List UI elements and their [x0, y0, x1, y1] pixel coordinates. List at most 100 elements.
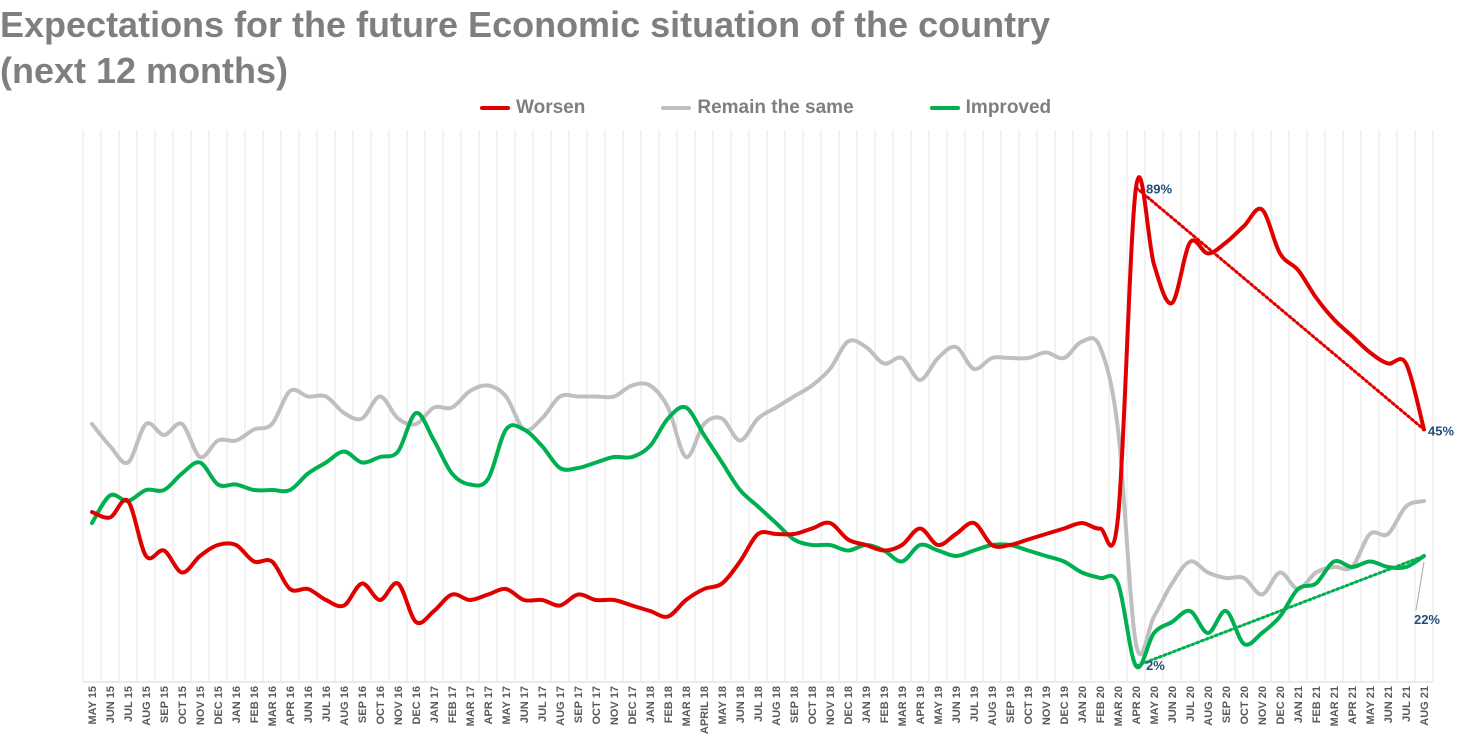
data-point-improved [180, 472, 184, 476]
legend-swatch-remain-the-same [661, 106, 692, 110]
trendline-worsen [1134, 186, 1426, 431]
data-point-worsen [540, 598, 544, 602]
data-point-worsen [936, 543, 940, 547]
x-tick-label: SEP 20 [1221, 686, 1233, 723]
x-tick-label: MAR 19 [897, 686, 909, 726]
data-point-worsen [288, 587, 292, 591]
x-tick-label: DEC 16 [411, 686, 423, 725]
data-point-remain-the-same [612, 395, 616, 399]
data-point-remain-the-same [306, 395, 310, 399]
x-tick-label: JUN 16 [303, 686, 315, 723]
data-point-improved [198, 461, 202, 465]
data-point-worsen [1044, 532, 1048, 536]
data-point-remain-the-same [414, 422, 418, 426]
x-tick-label: APR 21 [1347, 686, 1359, 725]
data-point-improved [918, 543, 922, 547]
x-tick-label: MAY 18 [717, 686, 729, 725]
data-point-remain-the-same [1422, 499, 1426, 503]
data-point-improved [378, 455, 382, 459]
data-point-remain-the-same [1098, 345, 1102, 349]
x-tick-label: APR 16 [285, 686, 297, 725]
chart-title: Expectations for the future Economic sit… [0, 2, 1200, 94]
data-point-improved [630, 455, 634, 459]
data-point-remain-the-same [900, 356, 904, 360]
data-point-remain-the-same [486, 384, 490, 388]
data-point-worsen [558, 604, 562, 608]
x-tick-label: MAR 17 [465, 686, 477, 726]
data-point-remain-the-same [396, 417, 400, 421]
data-point-improved [1080, 571, 1084, 575]
data-point-remain-the-same [468, 389, 472, 393]
data-point-improved [306, 472, 310, 476]
data-point-worsen [666, 615, 670, 619]
data-point-worsen [126, 499, 130, 503]
data-point-remain-the-same [324, 395, 328, 399]
data-point-remain-the-same [558, 395, 562, 399]
data-point-improved [792, 538, 796, 542]
x-tick-label: OCT 18 [807, 686, 819, 725]
x-tick-label: AUG 20 [1203, 686, 1215, 726]
trendline-improved [1134, 554, 1426, 668]
data-point-worsen [306, 587, 310, 591]
data-point-remain-the-same [144, 422, 148, 426]
data-point-worsen [1062, 527, 1066, 531]
data-point-improved [972, 549, 976, 553]
data-point-worsen [1026, 538, 1030, 542]
data-point-remain-the-same [1404, 505, 1408, 509]
data-point-worsen [684, 598, 688, 602]
data-point-improved [648, 444, 652, 448]
x-tick-label: NOV 19 [1041, 686, 1053, 725]
x-tick-label: OCT 19 [1023, 686, 1035, 725]
data-point-improved [558, 466, 562, 470]
data-point-remain-the-same [1062, 356, 1066, 360]
x-tick-label: JAN 16 [231, 686, 243, 723]
data-point-worsen [630, 604, 634, 608]
data-point-remain-the-same [756, 417, 760, 421]
data-point-improved [414, 411, 418, 415]
data-point-worsen [414, 620, 418, 624]
data-point-worsen [1080, 521, 1084, 525]
data-point-improved [810, 543, 814, 547]
data-point-worsen [864, 543, 868, 547]
data-point-improved [900, 560, 904, 564]
data-point-improved [1350, 565, 1354, 569]
data-point-improved [234, 483, 238, 487]
data-point-improved [1314, 582, 1318, 586]
x-tick-label: FEB 18 [663, 686, 675, 723]
data-point-worsen [1170, 301, 1174, 305]
data-point-improved [432, 439, 436, 443]
data-point-remain-the-same [504, 395, 508, 399]
x-tick-label: SEP 15 [159, 686, 171, 723]
data-point-improved [108, 494, 112, 498]
x-tick-label: MAR 16 [267, 686, 279, 726]
data-point-improved [144, 488, 148, 492]
data-point-worsen [342, 604, 346, 608]
data-point-remain-the-same [828, 367, 832, 371]
x-tick-label: JUN 20 [1167, 686, 1179, 723]
data-point-worsen [828, 521, 832, 525]
x-tick-label: DEC 20 [1275, 686, 1287, 725]
data-point-worsen [594, 598, 598, 602]
data-point-worsen [90, 510, 94, 514]
data-point-worsen [918, 527, 922, 531]
data-point-improved [1116, 582, 1120, 586]
x-tick-label: AUG 21 [1419, 686, 1431, 726]
x-tick-label: JAN 19 [861, 686, 873, 723]
data-point-improved [360, 461, 364, 465]
data-point-improved [1260, 631, 1264, 635]
data-point-remain-the-same [90, 422, 94, 426]
x-tick-label: JAN 20 [1077, 686, 1089, 723]
data-point-worsen [396, 582, 400, 586]
data-point-remain-the-same [378, 395, 382, 399]
data-point-remain-the-same [270, 422, 274, 426]
data-point-remain-the-same [972, 367, 976, 371]
data-point-remain-the-same [1134, 642, 1138, 646]
data-point-improved [90, 521, 94, 525]
series-line-improved [90, 404, 1426, 670]
data-point-worsen [1008, 543, 1012, 547]
data-point-remain-the-same [450, 406, 454, 410]
data-point-improved [1224, 609, 1228, 613]
data-point-remain-the-same [1386, 532, 1390, 536]
data-point-worsen [198, 554, 202, 558]
data-point-remain-the-same [720, 417, 724, 421]
